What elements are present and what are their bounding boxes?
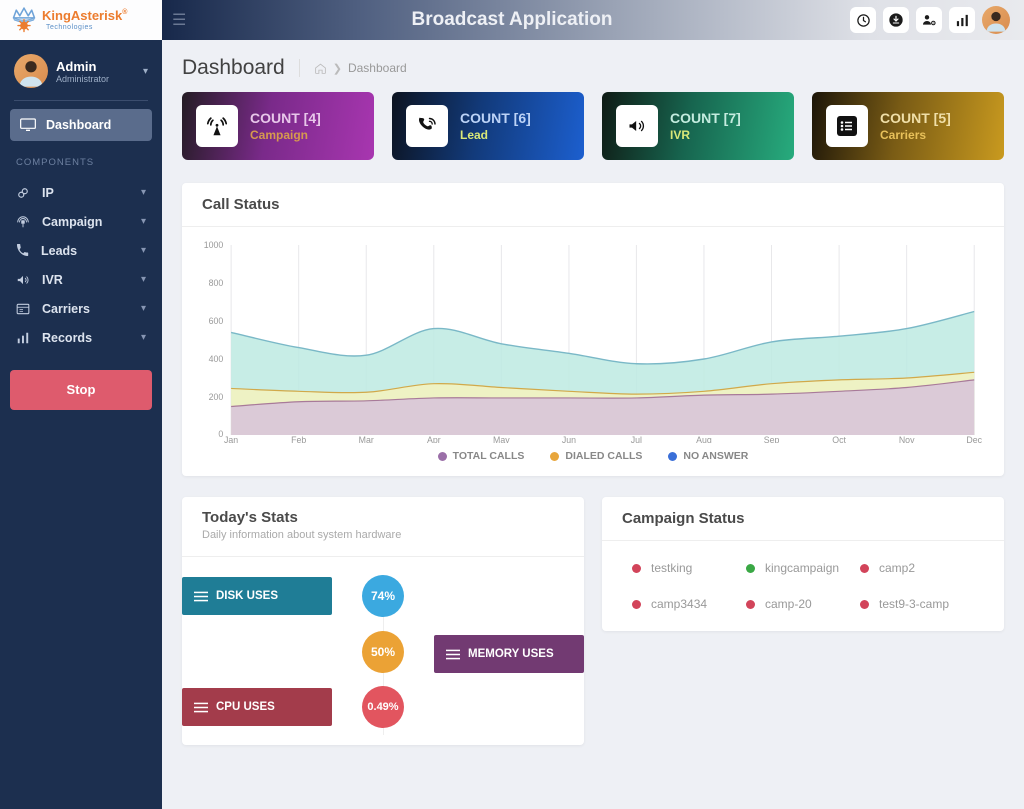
svg-text:400: 400 [209, 354, 224, 364]
svg-text:0: 0 [218, 429, 223, 439]
svg-text:200: 200 [209, 392, 224, 402]
svg-text:1000: 1000 [204, 240, 224, 250]
svg-text:Apr: Apr [427, 435, 441, 443]
svg-text:600: 600 [209, 316, 224, 326]
svg-text:Jul: Jul [631, 435, 642, 443]
svg-text:May: May [493, 435, 510, 443]
svg-text:Feb: Feb [291, 435, 306, 443]
svg-text:Aug: Aug [696, 435, 712, 443]
svg-text:Mar: Mar [359, 435, 374, 443]
svg-text:Dec: Dec [966, 435, 982, 443]
svg-text:Jun: Jun [562, 435, 576, 443]
svg-text:Nov: Nov [899, 435, 915, 443]
svg-text:Oct: Oct [832, 435, 846, 443]
svg-text:800: 800 [209, 278, 224, 288]
svg-text:Jan: Jan [224, 435, 238, 443]
svg-text:Sep: Sep [764, 435, 780, 443]
